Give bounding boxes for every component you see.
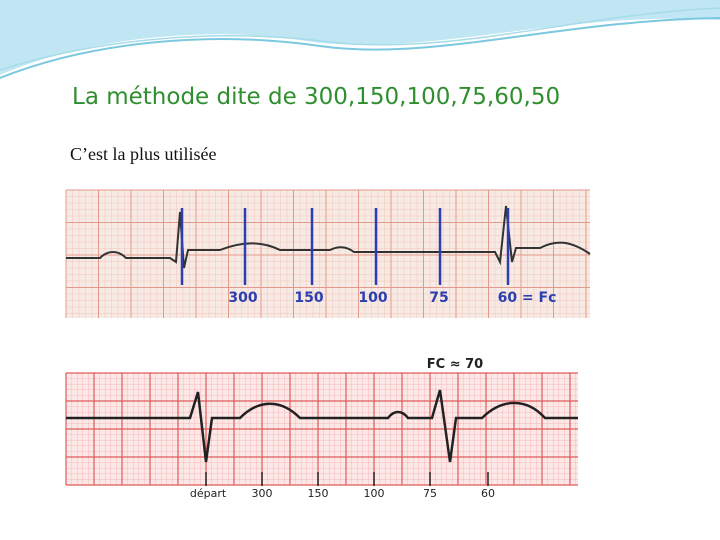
figure-label: 300: [252, 487, 273, 500]
figure-label: 100: [364, 487, 385, 500]
figure-label: 75: [423, 487, 437, 500]
figure-heading: FC ≈ 70: [427, 357, 483, 372]
figure-label: 150: [294, 290, 323, 306]
ecg-figure-2: FC ≈ 70 départ 300 150 100 75 60: [62, 355, 588, 500]
ecg-figure-1: 300 150 100 75 60 = Fc: [65, 189, 591, 318]
figure-label: départ: [190, 487, 227, 500]
slide-title: La méthode dite de 300,150,100,75,60,50: [72, 84, 560, 110]
body-text: C’est la plus utilisée: [70, 144, 216, 164]
figure-label: 150: [308, 487, 329, 500]
figure-label: 300: [228, 290, 257, 306]
figure-label: 60: [481, 487, 495, 500]
figure-label: 60 = Fc: [498, 290, 557, 306]
figure-label: 75: [429, 290, 448, 306]
header-decoration: [0, 0, 720, 79]
figure-label: 100: [358, 290, 387, 306]
